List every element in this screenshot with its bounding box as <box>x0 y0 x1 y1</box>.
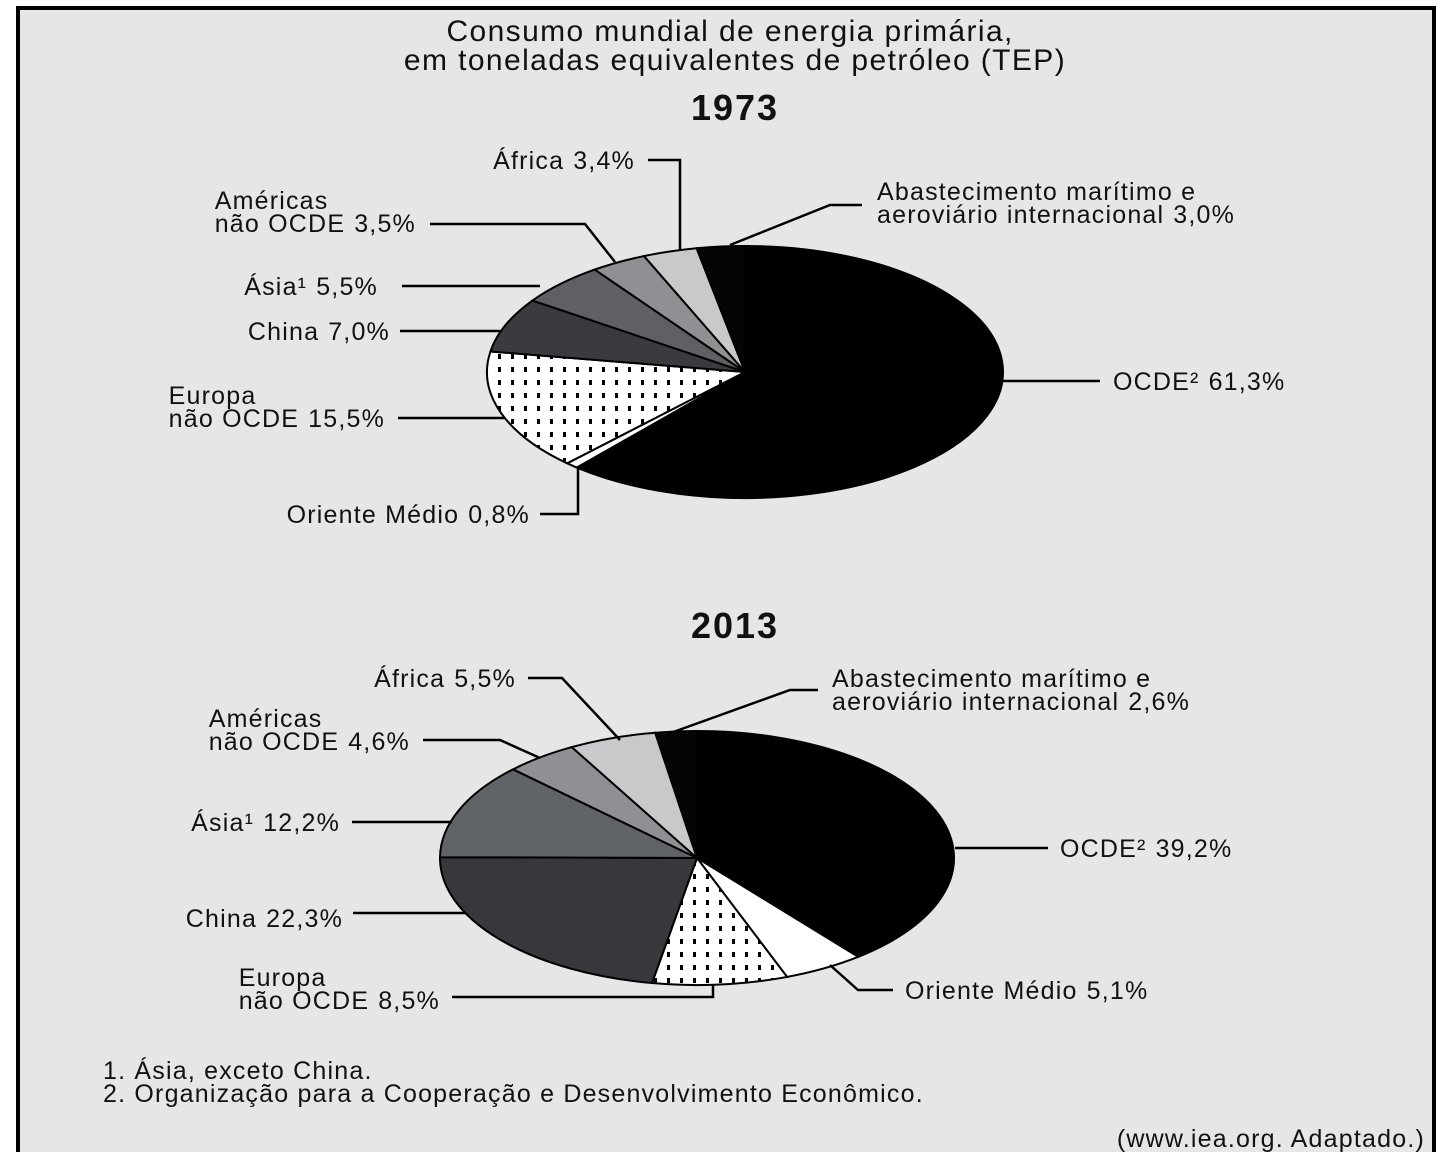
slice-value: 0,8% <box>468 501 530 529</box>
slice-value: 3,5% <box>354 210 416 238</box>
slice-label: OCDE² <box>1113 368 1200 396</box>
slice-label: Ásia¹ <box>244 272 307 301</box>
slice-label: Europa não OCDE <box>239 964 370 1015</box>
pie-title: 2013 <box>691 605 779 646</box>
slice-label: Américas não OCDE <box>209 705 340 756</box>
slice-value: 5,5% <box>316 273 378 301</box>
slice-label: Europa não OCDE <box>169 382 300 433</box>
slice-value: 5,1% <box>1087 977 1149 1005</box>
leader-line <box>540 466 580 516</box>
footnote: 2. Organização para a Cooperação e Desen… <box>103 1080 924 1108</box>
leader-line <box>430 222 616 263</box>
pie-slice <box>695 244 746 373</box>
slice-label: Oriente Médio <box>905 977 1078 1005</box>
slice-value: 39,2% <box>1156 835 1233 863</box>
slice-value: 2,6% <box>1128 688 1190 716</box>
title: Consumo mundial de energia primária, em … <box>404 15 1066 77</box>
leader-line <box>729 203 862 247</box>
slice-value: 3,4% <box>573 147 635 175</box>
slice-value: 7,0% <box>328 318 390 346</box>
slice-value: 8,5% <box>378 987 440 1015</box>
pie-title: 1973 <box>691 87 779 128</box>
pie-slice <box>574 244 1004 499</box>
slice-value: 15,5% <box>308 405 385 433</box>
slice-value: 12,2% <box>263 809 340 837</box>
footnote: 1. Ásia, exceto China. <box>103 1056 373 1085</box>
slice-label: Ásia¹ <box>191 808 254 837</box>
slice-label: Abastecimento marítimo e aeroviário inte… <box>877 178 1204 229</box>
source: (www.iea.org. Adaptado.) <box>1117 1125 1425 1152</box>
pie-slice <box>696 729 955 958</box>
slice-label: África <box>374 664 445 693</box>
leader-line <box>829 964 893 992</box>
pie-slice <box>489 299 746 373</box>
slice-value: 5,5% <box>454 665 516 693</box>
slice-label: Oriente Médio <box>287 501 460 529</box>
slice-value: 4,6% <box>348 728 410 756</box>
slice-label: China <box>186 905 257 933</box>
slice-value: 22,3% <box>266 905 343 933</box>
leader-line <box>423 738 541 760</box>
leader-line <box>664 688 818 737</box>
slice-label: África <box>493 146 564 175</box>
slice-label: OCDE² <box>1060 835 1147 863</box>
slice-label: China <box>248 318 319 346</box>
pie-slice <box>439 856 699 985</box>
pie-slice <box>486 350 749 465</box>
slice-value: 3,0% <box>1173 201 1235 229</box>
slice-label: Américas não OCDE <box>215 187 346 238</box>
pie-slice <box>438 768 698 859</box>
slice-label: Abastecimento marítimo e aeroviário inte… <box>832 665 1159 716</box>
leader-line <box>528 676 621 741</box>
leader-line <box>452 985 715 999</box>
leader-line <box>648 158 682 250</box>
slice-value: 61,3% <box>1209 368 1286 396</box>
